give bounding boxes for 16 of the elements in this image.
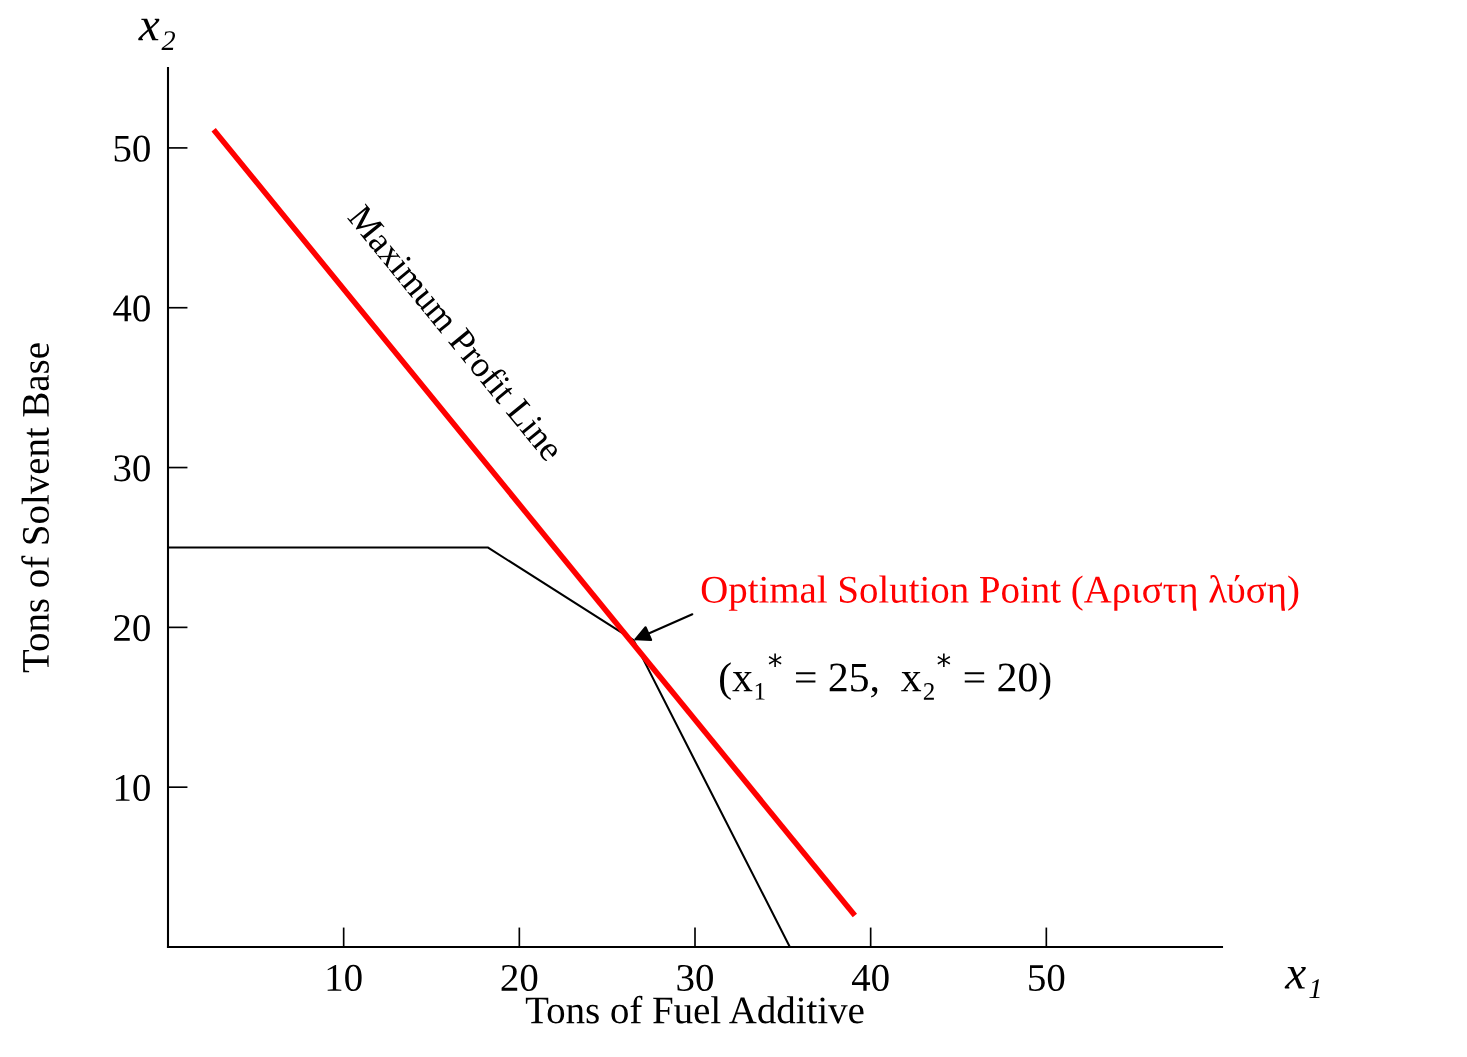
x-tick-label: 20 [501,964,538,992]
text: x₂ [138,18,176,50]
x-tick-label: 30 [677,964,713,992]
x-tick-label: 40 [851,964,889,992]
y-tick-label: 30 [114,455,150,482]
x-tick-label: 50 [1029,964,1065,992]
y-tick-label: 50 [114,135,150,162]
x-tick-label: 10 [327,964,362,992]
x-axis-title: Tons of Fuel Additive [525,995,864,1024]
y-tick-label: 40 [113,295,150,322]
y-tick-label: 20 [114,615,150,642]
annotation: Optimal Solution Point (Αριστη λύση) [701,575,1299,611]
annotation: (x₁$^{*}$ = 25, x₂$^{*}$ = 20) [720,653,1051,701]
text: x₁ [1284,966,1320,999]
y-tick-label: 10 [115,774,150,802]
y-axis-title: Tons of Solvent Base [21,343,49,673]
